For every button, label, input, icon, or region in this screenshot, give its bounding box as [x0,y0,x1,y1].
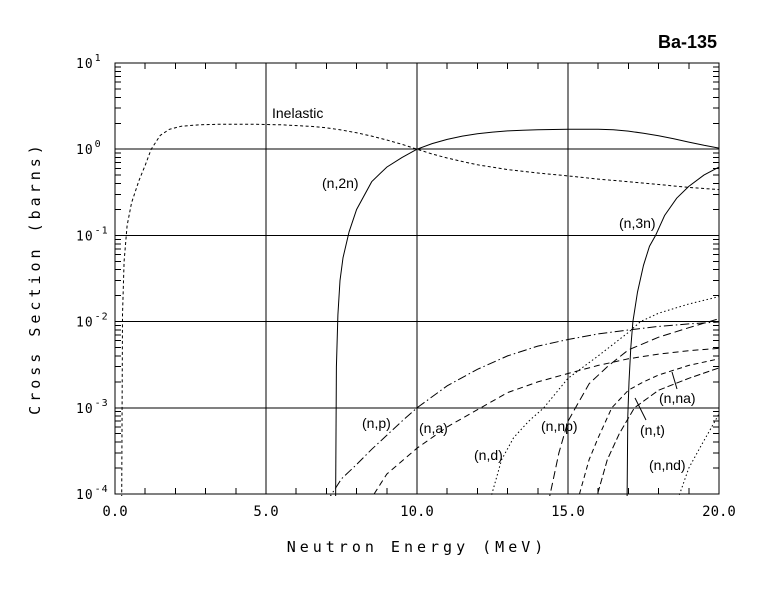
curve-label-n3n: (n,3n) [619,215,656,231]
x-axis-title: Neutron Energy (MeV) [287,538,548,556]
x-tick-label: 0.0 [102,504,127,520]
curve-na [372,347,720,496]
curve-label-nd: (n,d) [474,447,503,463]
curve-nnd [678,413,720,496]
y-tick-label: 10-1 [76,225,109,244]
figure-title: Ba-135 [658,32,717,52]
curve-n3n [626,166,720,496]
curve-label-nt: (n,t) [640,422,665,438]
curve-nd [490,296,720,496]
x-tick-label: 5.0 [253,504,278,520]
y-tick-label: 100 [76,139,102,158]
curve-label-na: (n,a) [419,420,448,436]
x-tick-label: 20.0 [702,504,736,520]
tick-labels: 0.0 5.0 10.0 15.0 20.0 101 100 10-1 10-2 10-3 10-4 [76,53,736,520]
curve-label-nnp: (n,np) [541,418,578,434]
curve-np [329,321,720,496]
curve-nna [596,367,720,496]
y-tick-label: 10-4 [76,484,109,503]
x-tick-label: 10.0 [400,504,434,520]
x-tick-label: 15.0 [551,504,585,520]
y-axis-title: Cross Section (barns) [26,141,44,415]
axis-ticks [115,63,719,494]
leader-line [634,397,647,421]
y-tick-label: 10-2 [76,312,109,331]
curve-label-n2n: (n,2n) [322,175,359,191]
curve-label-nna: (n,na) [659,390,696,406]
curve-Inelastic [121,123,720,496]
y-tick-label: 101 [76,53,102,72]
plot-border [114,62,720,495]
curve-labels: Inelastic (n,2n) (n,3n) (n,p) (n,a) (n,d) (n,n… [272,105,696,473]
curve-label-np: (n,p) [362,415,391,431]
curve-nnp [549,318,720,496]
curve-nt [578,358,720,496]
leader-line [671,371,678,390]
curves [121,123,720,496]
gridlines [115,63,719,494]
curve-label-nnd: (n,nd) [649,457,686,473]
y-tick-label: 10-3 [76,398,109,417]
curve-label-Inelastic: Inelastic [272,105,323,121]
curve-n2n [335,128,720,496]
